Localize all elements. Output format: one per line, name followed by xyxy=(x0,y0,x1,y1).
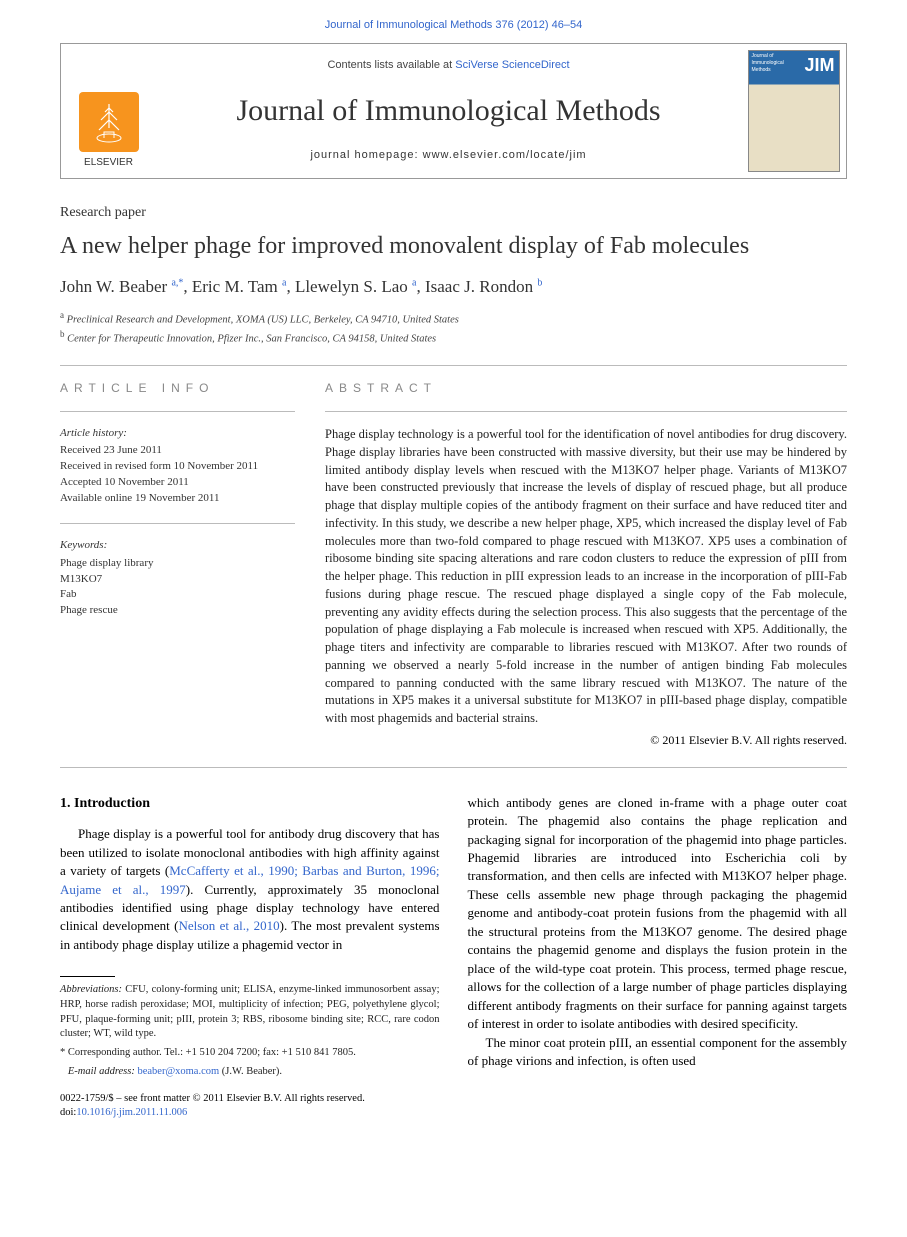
sciencedirect-link[interactable]: SciVerse ScienceDirect xyxy=(455,59,569,71)
cover-abbrev: JIM xyxy=(804,53,834,78)
abbrev-label: Abbreviations: xyxy=(60,984,122,995)
abstract-text: Phage display technology is a powerful t… xyxy=(325,426,847,728)
author-list: John W. Beaber a,*, Eric M. Tam a, Llewe… xyxy=(60,275,847,299)
author-1-corr[interactable]: * xyxy=(178,277,183,288)
history-online: Available online 19 November 2011 xyxy=(60,491,295,507)
keyword-4: Phage rescue xyxy=(60,603,295,619)
divider xyxy=(60,365,847,366)
divider xyxy=(60,767,847,768)
abbreviations-footnote: Abbreviations: CFU, colony-forming unit;… xyxy=(60,983,440,1042)
author-2-aff[interactable]: a xyxy=(282,277,286,288)
front-matter-line: 0022-1759/$ – see front matter © 2011 El… xyxy=(60,1092,440,1107)
article-info-column: ARTICLE INFO Article history: Received 2… xyxy=(60,380,295,748)
journal-title: Journal of Immunological Methods xyxy=(164,90,733,132)
elsevier-logo-icon xyxy=(79,92,139,152)
history-block: Received 23 June 2011 Received in revise… xyxy=(60,443,295,507)
contents-prefix: Contents lists available at xyxy=(327,59,455,71)
email-label: E-mail address: xyxy=(68,1066,138,1077)
author-4: Isaac J. Rondon xyxy=(425,277,533,296)
abstract-column: ABSTRACT Phage display technology is a p… xyxy=(325,380,847,748)
masthead-center: Contents lists available at SciVerse Sci… xyxy=(156,44,741,178)
divider xyxy=(60,411,295,412)
cover-thumb-wrap: Journal of Immunological Methods JIM xyxy=(741,44,846,178)
right-column: which antibody genes are cloned in-frame… xyxy=(468,794,848,1121)
abstract-heading: ABSTRACT xyxy=(325,380,847,397)
homepage-label: journal homepage: xyxy=(310,149,422,161)
body-columns: 1. Introduction Phage display is a power… xyxy=(60,794,847,1121)
author-4-aff[interactable]: b xyxy=(537,277,542,288)
left-column: 1. Introduction Phage display is a power… xyxy=(60,794,440,1121)
footnote-rule xyxy=(60,976,115,977)
article-info-heading: ARTICLE INFO xyxy=(60,380,295,397)
email-footnote: E-mail address: beaber@xoma.com (J.W. Be… xyxy=(60,1065,440,1080)
keyword-2: M13KO7 xyxy=(60,572,295,588)
contents-available-line: Contents lists available at SciVerse Sci… xyxy=(164,58,733,73)
divider xyxy=(325,411,847,412)
footnotes: Abbreviations: CFU, colony-forming unit;… xyxy=(60,983,440,1079)
info-abstract-row: ARTICLE INFO Article history: Received 2… xyxy=(60,380,847,748)
journal-cover-thumbnail: Journal of Immunological Methods JIM xyxy=(748,50,840,172)
history-label: Article history: xyxy=(60,426,295,441)
author-3: Llewelyn S. Lao xyxy=(295,277,408,296)
affiliations: a Preclinical Research and Development, … xyxy=(60,309,847,348)
cover-small-title: Journal of Immunological Methods xyxy=(752,53,802,74)
history-revised: Received in revised form 10 November 201… xyxy=(60,459,295,475)
homepage-url[interactable]: www.elsevier.com/locate/jim xyxy=(423,149,587,161)
affiliation-b: Center for Therapeutic Innovation, Pfize… xyxy=(67,334,436,345)
intro-paragraph-left: Phage display is a powerful tool for ant… xyxy=(60,825,440,954)
intro-p2: The minor coat protein pIII, an essentia… xyxy=(468,1034,848,1071)
article-content: Research paper A new helper phage for im… xyxy=(0,203,907,1161)
email-link[interactable]: beaber@xoma.com xyxy=(137,1066,219,1077)
divider xyxy=(60,523,295,524)
intro-continued-p1: which antibody genes are cloned in-frame… xyxy=(468,794,848,1034)
doi-link[interactable]: 10.1016/j.jim.2011.11.006 xyxy=(76,1107,187,1118)
affiliation-a: Preclinical Research and Development, XO… xyxy=(67,314,459,325)
journal-homepage-line: journal homepage: www.elsevier.com/locat… xyxy=(164,148,733,163)
citation-2[interactable]: Nelson et al., 2010 xyxy=(178,918,279,933)
abstract-copyright: © 2011 Elsevier B.V. All rights reserved… xyxy=(325,732,847,749)
author-3-aff[interactable]: a xyxy=(412,277,416,288)
publisher-block: ELSEVIER xyxy=(61,44,156,178)
history-received: Received 23 June 2011 xyxy=(60,443,295,459)
email-suffix: (J.W. Beaber). xyxy=(219,1066,282,1077)
keyword-1: Phage display library xyxy=(60,556,295,572)
keyword-3: Fab xyxy=(60,587,295,603)
author-1: John W. Beaber xyxy=(60,277,167,296)
history-accepted: Accepted 10 November 2011 xyxy=(60,475,295,491)
publisher-name: ELSEVIER xyxy=(84,156,133,170)
doi-block: 0022-1759/$ – see front matter © 2011 El… xyxy=(60,1092,440,1121)
keywords-label: Keywords: xyxy=(60,538,295,553)
author-2: Eric M. Tam xyxy=(192,277,278,296)
running-header: Journal of Immunological Methods 376 (20… xyxy=(0,0,907,43)
article-type: Research paper xyxy=(60,203,847,223)
section-1-heading: 1. Introduction xyxy=(60,794,440,814)
keywords-block: Phage display library M13KO7 Fab Phage r… xyxy=(60,556,295,620)
article-title: A new helper phage for improved monovale… xyxy=(60,231,847,261)
journal-masthead: ELSEVIER Contents lists available at Sci… xyxy=(60,43,847,179)
corresponding-author-footnote: * Corresponding author. Tel.: +1 510 204… xyxy=(60,1046,440,1061)
doi-prefix: doi: xyxy=(60,1107,76,1118)
